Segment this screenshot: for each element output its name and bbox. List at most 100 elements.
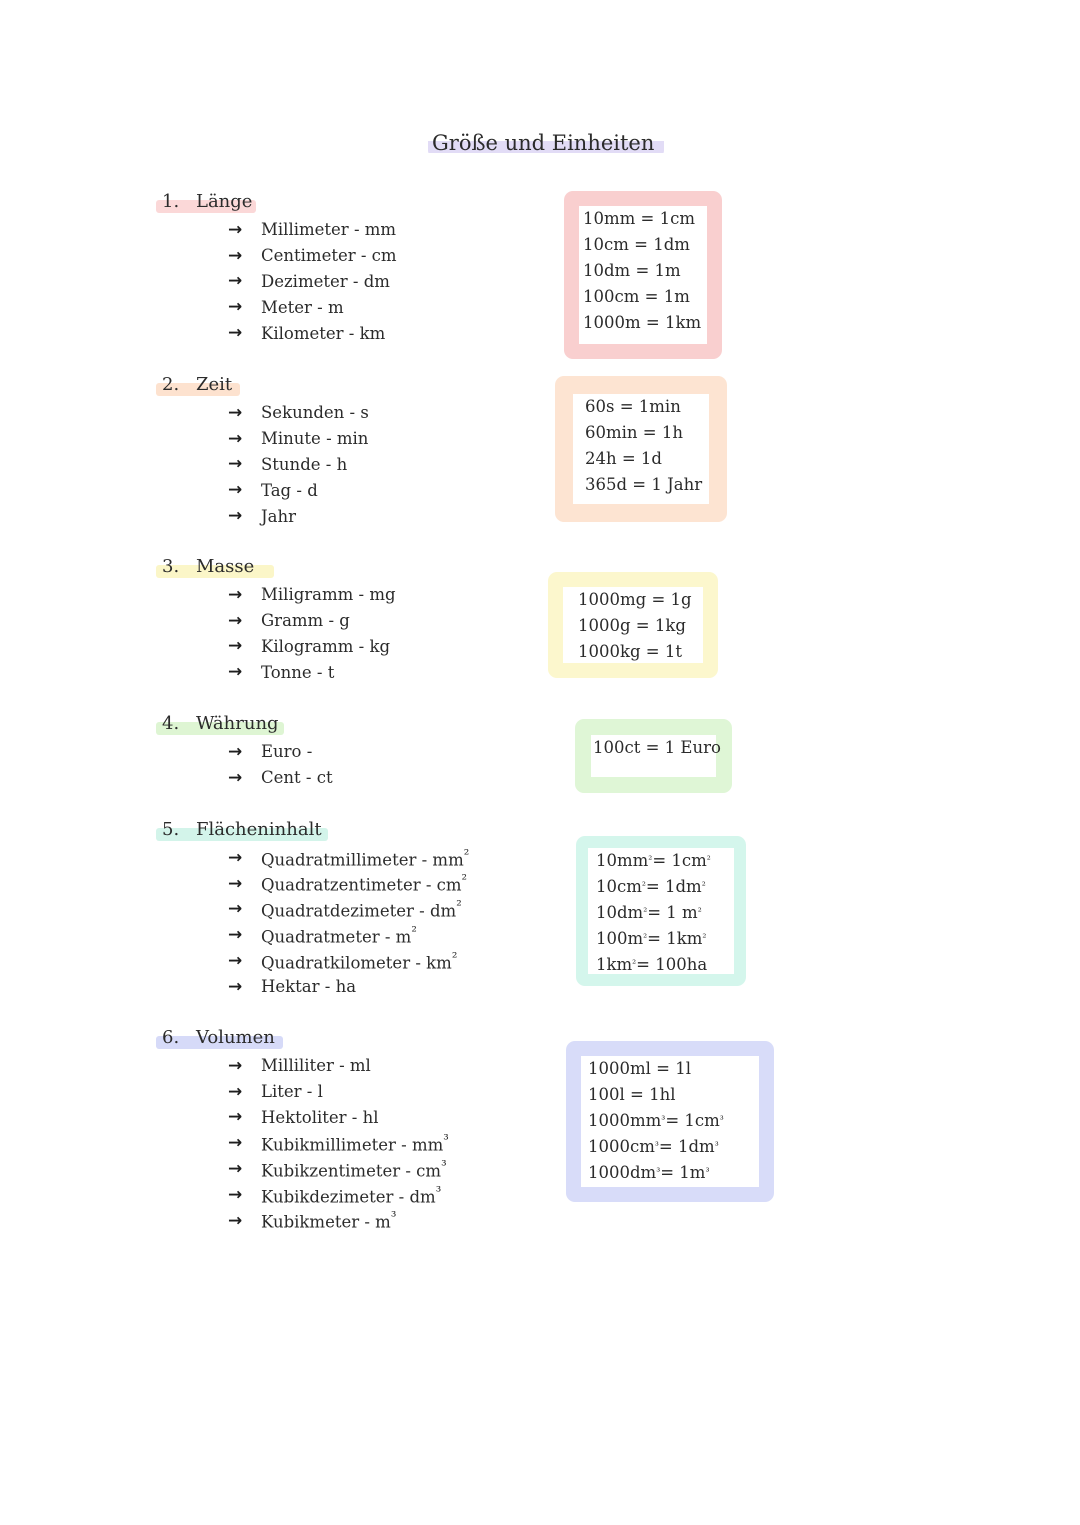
unit-item: → Kubikmeter - m³	[228, 1208, 449, 1234]
arrow-right-icon: →	[228, 428, 243, 449]
section-name: Zeit	[196, 374, 233, 395]
section-heading: 4. Währung	[156, 713, 284, 735]
unit-list: → Euro - → Cent - ct	[228, 739, 333, 791]
section-heading: 5. Flächeninhalt	[156, 819, 328, 841]
conversion-list: 1000mg = 1g 1000g = 1kg 1000kg = 1t	[563, 587, 703, 664]
unit-item: → Quadratdezimeter - dm²	[228, 897, 469, 923]
unit-item: → Kilogramm - kg	[228, 634, 396, 660]
arrow-right-icon: →	[228, 480, 243, 501]
conversion-item: 1000cm ³ = 1dm ³	[588, 1136, 719, 1156]
conversion-box-inner: 1000ml = 1l 100l = 1hl 1000mm ³ = 1cm ³ 1000c…	[581, 1056, 759, 1187]
arrow-right-icon: →	[228, 323, 243, 344]
arrow-right-icon: →	[228, 454, 243, 475]
section-heading: 6. Volumen	[156, 1027, 283, 1049]
section-heading: 3. Masse	[156, 556, 274, 578]
section-name: Volumen	[196, 1027, 275, 1048]
unit-label: Kubikdezimeter - dm³	[261, 1183, 442, 1207]
unit-item: → Jahr	[228, 503, 369, 529]
arrow-right-icon: →	[228, 584, 243, 605]
arrow-right-icon: →	[228, 1107, 243, 1128]
arrow-right-icon: →	[228, 951, 243, 972]
unit-label: Millimeter - mm	[261, 220, 397, 240]
conversion-box-inner: 10mm ² = 1cm ² 10cm ² = 1dm ² 10dm ² = 1 m ² 100m…	[588, 848, 734, 974]
heading-highlight	[156, 828, 328, 841]
arrow-right-icon: →	[228, 636, 243, 657]
conversion-item: 100cm = 1m	[583, 286, 690, 306]
arrow-right-icon: →	[228, 873, 243, 894]
heading-highlight	[156, 565, 274, 578]
conversion-box: 1000ml = 1l 100l = 1hl 1000mm ³ = 1cm ³ 1000c…	[566, 1041, 774, 1202]
arrow-right-icon: →	[228, 1210, 243, 1231]
conversion-item: 10cm ² = 1dm ²	[596, 877, 706, 897]
section-6: 6. Volumen → Milliliter - ml → Liter - l → Hekt…	[0, 1027, 1080, 1232]
heading-highlight	[156, 1036, 283, 1049]
unit-item: → Sekunden - s	[228, 400, 369, 426]
arrow-right-icon: →	[228, 925, 243, 946]
unit-label: Quadratzentimeter - cm²	[261, 872, 468, 895]
conversion-item: 60s = 1min	[585, 397, 681, 417]
conversion-item: 100l = 1hl	[588, 1085, 676, 1105]
unit-label: Minute - min	[261, 429, 369, 449]
conversion-list: 100ct = 1 Euro	[591, 735, 721, 761]
arrow-right-icon: →	[228, 1159, 243, 1180]
section-name: Länge	[196, 191, 253, 212]
unit-item: → Miligramm - mg	[228, 582, 396, 608]
unit-label: Quadratkilometer - km²	[261, 949, 458, 973]
unit-label: Jahr	[261, 506, 296, 526]
unit-item: → Tonne - t	[228, 659, 396, 685]
unit-item: → Millimeter - mm	[228, 217, 397, 243]
heading-highlight	[156, 722, 284, 735]
arrow-right-icon: →	[228, 610, 243, 631]
unit-label: Kubikmillimeter - mm³	[261, 1132, 449, 1155]
unit-list: → Sekunden - s → Minute - min → Stunde - h → Ta…	[228, 400, 369, 529]
unit-label: Quadratmillimeter - mm²	[261, 846, 470, 870]
unit-item: → Liter - l	[228, 1079, 449, 1105]
arrow-right-icon: →	[228, 1081, 243, 1102]
unit-label: Stunde - h	[261, 454, 348, 474]
unit-label: Quadratdezimeter - dm²	[261, 898, 462, 921]
arrow-right-icon: →	[228, 767, 243, 788]
unit-list: → Miligramm - mg → Gramm - g → Kilogramm - kg…	[228, 582, 396, 685]
conversion-item: 10dm = 1m	[583, 260, 681, 280]
unit-list: → Quadratmillimeter - mm² → Quadratzentimet…	[228, 845, 469, 1000]
unit-item: → Tag - d	[228, 477, 369, 503]
conversion-list: 1000ml = 1l 100l = 1hl 1000mm ³ = 1cm ³ 1000c…	[581, 1056, 759, 1185]
section-3: 3. Masse → Miligramm - mg → Gramm - g → Kilogra…	[0, 556, 1080, 682]
section-number: 5.	[162, 819, 180, 840]
arrow-right-icon: →	[228, 271, 243, 292]
section-number: 3.	[162, 556, 180, 577]
conversion-item: 10mm = 1cm	[583, 209, 695, 229]
unit-item: → Dezimeter - dm	[228, 269, 397, 295]
section-1: 1. Länge → Millimeter - mm → Centimeter - cm →…	[0, 191, 1080, 343]
unit-label: Kubikmeter - m³	[261, 1209, 397, 1232]
conversion-list: 10mm = 1cm 10cm = 1dm 10dm = 1m 100cm = 1m 1…	[579, 206, 707, 335]
unit-item: → Quadratkilometer - km²	[228, 948, 469, 974]
heading-highlight	[156, 200, 256, 213]
unit-item: → Hektar - ha	[228, 974, 469, 1000]
unit-item: → Euro -	[228, 739, 333, 765]
arrow-right-icon: →	[228, 219, 243, 240]
unit-item: → Gramm - g	[228, 608, 396, 634]
conversion-item: 1000kg = 1t	[578, 641, 682, 661]
section-name: Masse	[196, 556, 255, 577]
unit-label: Meter - m	[261, 297, 344, 317]
unit-item: → Cent - ct	[228, 765, 333, 791]
conversion-item: 365d = 1 Jahr	[585, 474, 703, 494]
unit-label: Tag - d	[261, 480, 318, 500]
conversion-box: 60s = 1min 60min = 1h 24h = 1d 365d = 1 Jah…	[555, 376, 727, 522]
conversion-item: 1000g = 1kg	[578, 616, 686, 636]
arrow-right-icon: →	[228, 899, 243, 920]
conversion-item: 1km ² = 100ha	[596, 954, 708, 974]
unit-item: → Centimeter - cm	[228, 243, 397, 269]
arrow-right-icon: →	[228, 741, 243, 762]
conversion-item: 60min = 1h	[585, 423, 683, 443]
unit-label: Tonne - t	[261, 662, 335, 682]
conversion-item: 1000mm ³ = 1cm ³	[588, 1110, 724, 1130]
conversion-item: 10mm ² = 1cm ²	[596, 851, 711, 871]
unit-item: → Meter - m	[228, 294, 397, 320]
arrow-right-icon: →	[228, 976, 243, 997]
heading-highlight	[156, 383, 240, 396]
section-5: 5. Flächeninhalt → Quadratmillimeter - mm² →…	[0, 819, 1080, 997]
unit-item: → Kubikdezimeter - dm³	[228, 1182, 449, 1208]
